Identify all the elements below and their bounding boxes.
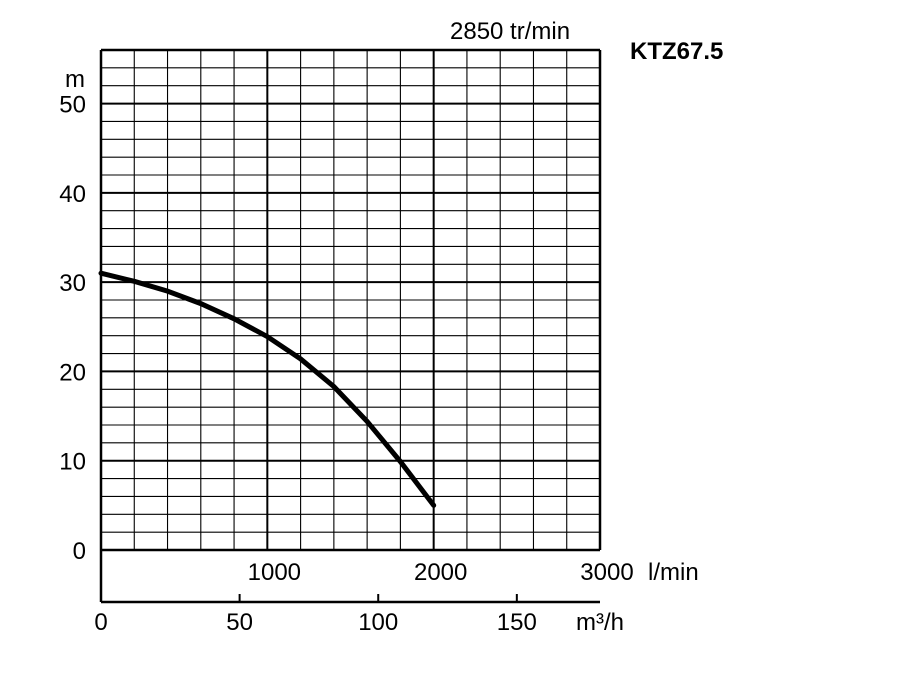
minor-grid [101, 50, 600, 550]
y-tick-label: 40 [59, 181, 86, 208]
m3h-tick-label: 150 [497, 609, 537, 636]
y-tick-label: 20 [59, 359, 86, 386]
head-curve-line [98, 270, 437, 508]
y-tick-label: 0 [73, 538, 86, 565]
m3h-tick-label: 0 [94, 609, 107, 636]
lpm-tick-label: 2000 [414, 559, 467, 586]
y-tick-label: 10 [59, 449, 86, 476]
m3h-tick-marks [100, 594, 518, 602]
lpm-tick-label: 3000 [580, 559, 633, 586]
m3h-tick-label: 100 [358, 609, 398, 636]
lpm-unit-label: l/min [648, 559, 699, 586]
major-grid [101, 50, 600, 550]
m3h-tick-labels: 0 50 100 150 [94, 609, 537, 636]
lpm-tick-label: 1000 [248, 559, 301, 586]
y-tick-label: 30 [59, 270, 86, 297]
y-tick-label: 50 [59, 92, 86, 119]
speed-label: 2850 tr/min [450, 18, 570, 45]
y-tick-labels: 0 10 20 30 40 50 [59, 92, 86, 565]
m3h-unit-label: m³/h [576, 609, 624, 636]
model-title: KTZ67.5 [630, 38, 723, 65]
m3h-tick-label: 50 [226, 609, 253, 636]
y-axis-unit-label: m [65, 66, 85, 93]
lpm-tick-labels: 1000 2000 3000 [248, 559, 634, 586]
